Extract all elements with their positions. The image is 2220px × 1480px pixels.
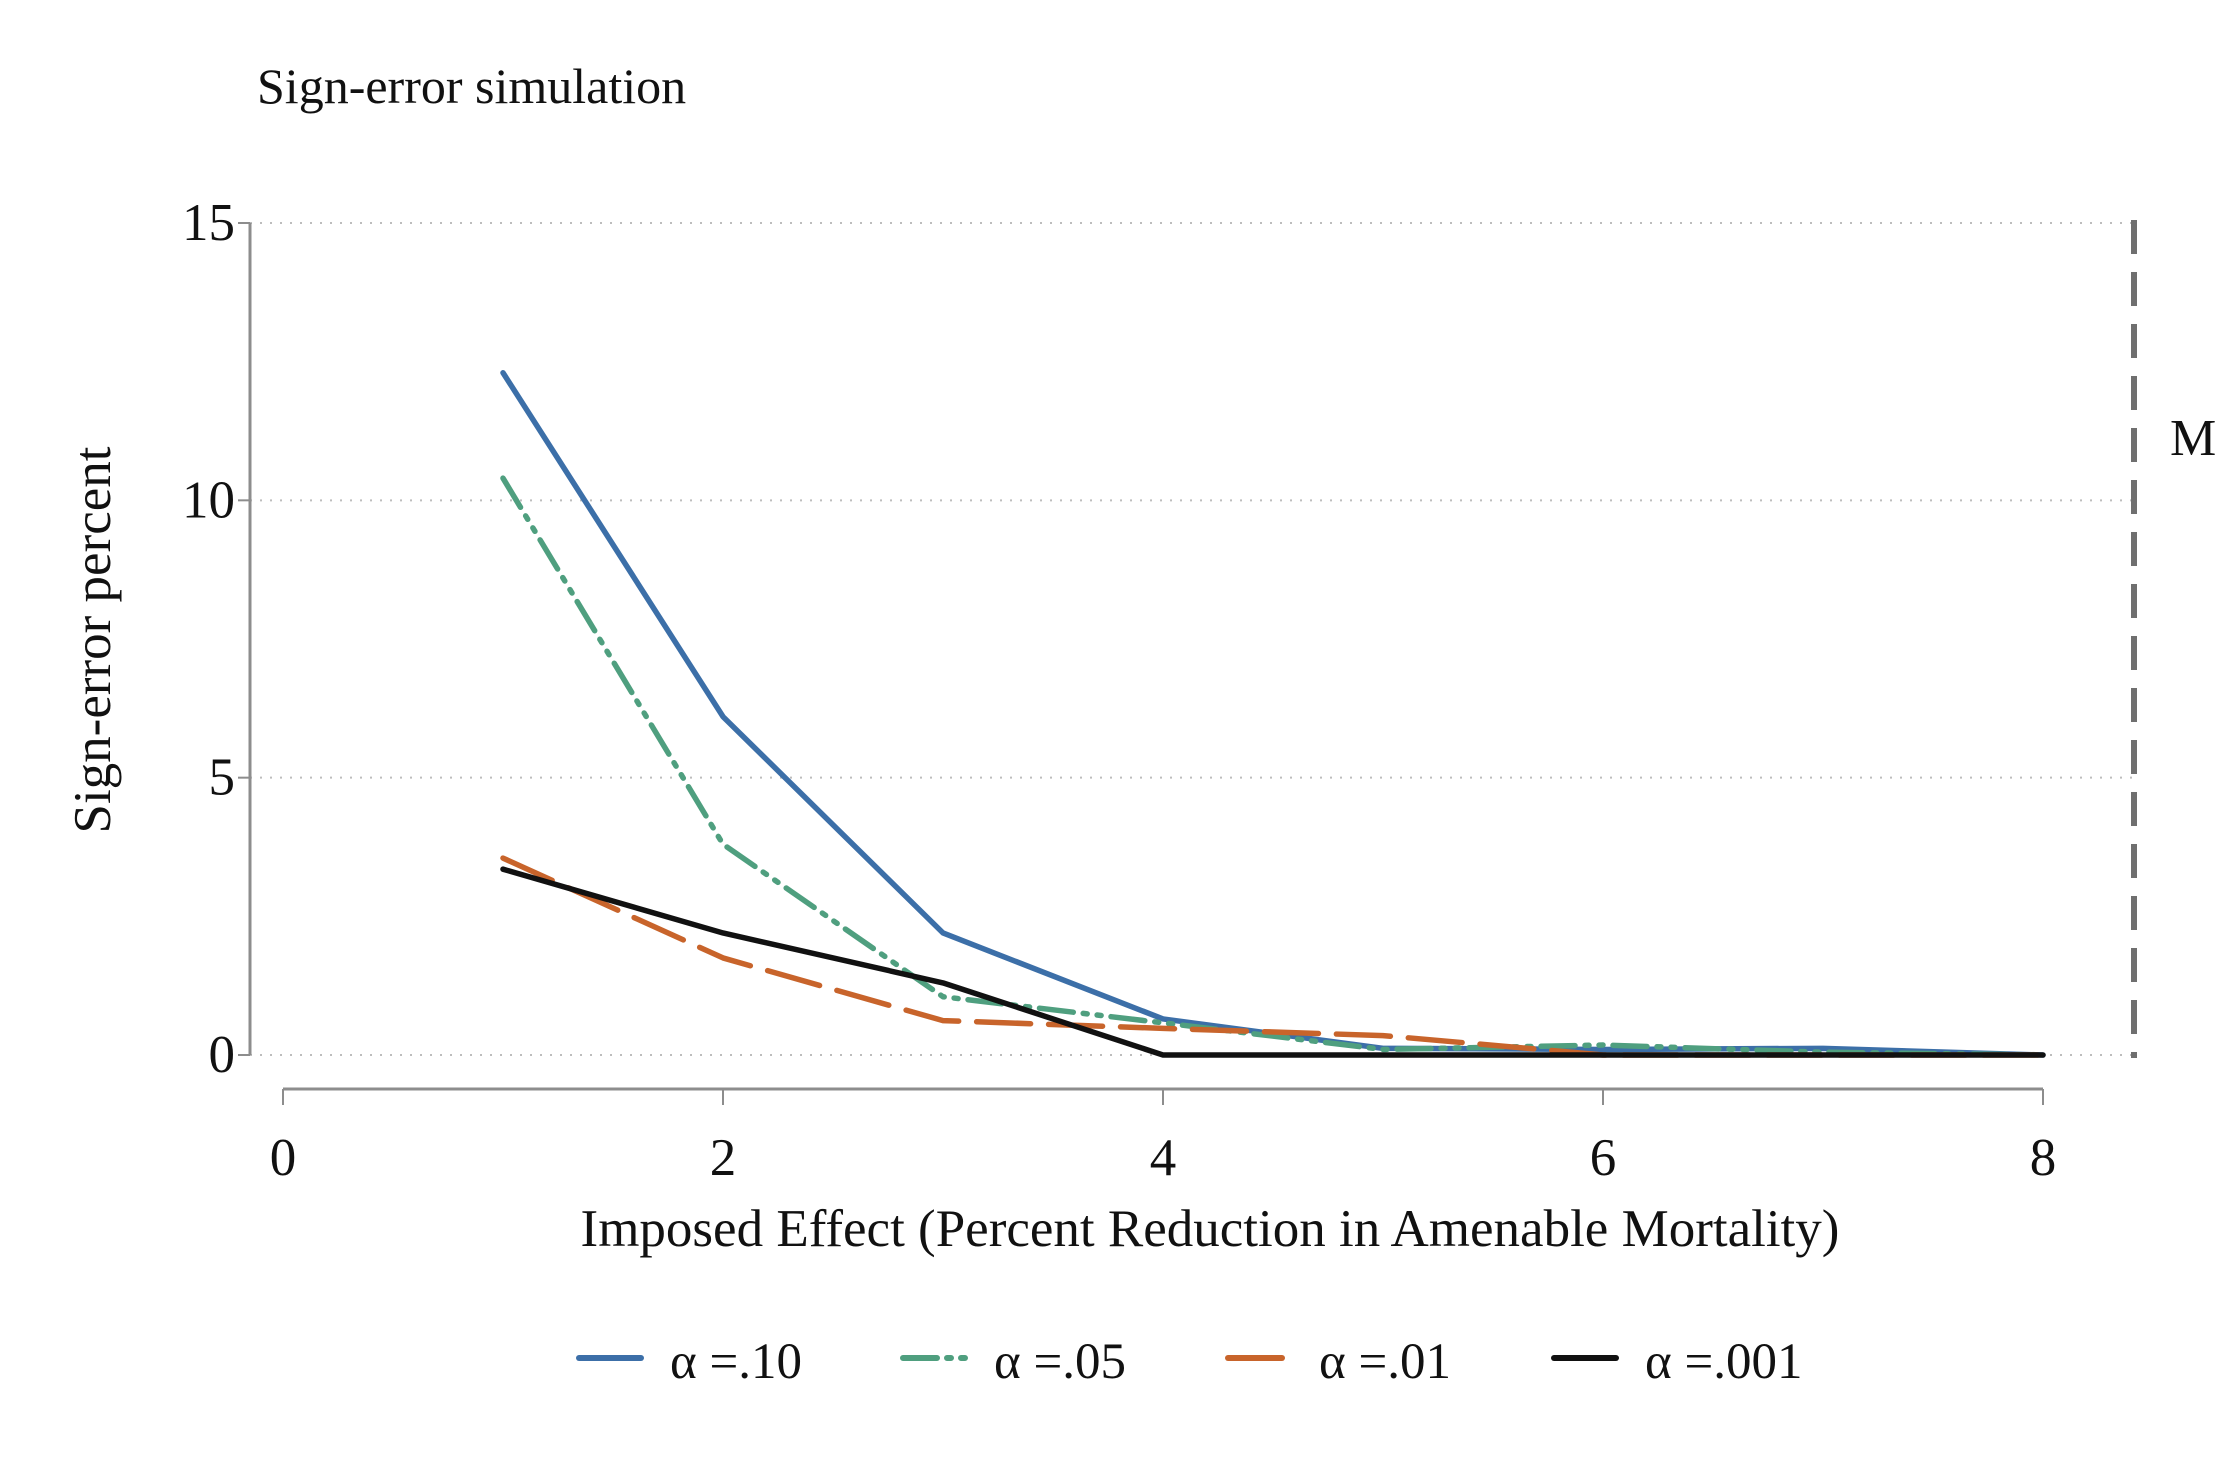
- series-line-3: [500, 855, 2046, 1058]
- series-line-4: [500, 866, 2046, 1058]
- legend-layer: α =.10 α =.05 α =.01 α =.001: [576, 1334, 1802, 1390]
- y-tick-label: 15: [182, 194, 235, 252]
- series-line-1: [500, 370, 2046, 1058]
- reference-line-label: M: [2170, 410, 2216, 467]
- y-tick-label: 5: [209, 749, 236, 807]
- series-layer: [500, 370, 2046, 1058]
- y-tick-label: 0: [209, 1026, 236, 1084]
- x-tick-label: 8: [2030, 1129, 2057, 1187]
- x-tick-label: 2: [710, 1129, 737, 1187]
- x-tick-label: 4: [1150, 1129, 1177, 1187]
- annotation-layer: M: [2131, 220, 2216, 1058]
- y-axis-label: Sign-error percent: [64, 446, 122, 833]
- y-tick-label: 10: [182, 471, 235, 529]
- x-tick-label: 0: [270, 1129, 297, 1187]
- x-axis-label: Imposed Effect (Percent Reduction in Ame…: [581, 1200, 1840, 1258]
- legend-label-3: α =.01: [1319, 1334, 1451, 1390]
- chart-title: Sign-error simulation: [257, 58, 686, 114]
- x-tick-label: 6: [1590, 1129, 1617, 1187]
- axis-layer: 0 5 10 15 0 2 4 6 8: [182, 194, 2056, 1187]
- series-line-2: [500, 475, 2046, 1058]
- grid-layer: [250, 222, 2134, 1056]
- legend-label-1: α =.10: [670, 1334, 802, 1390]
- legend-label-2: α =.05: [994, 1334, 1126, 1390]
- legend-label-4: α =.001: [1645, 1334, 1802, 1390]
